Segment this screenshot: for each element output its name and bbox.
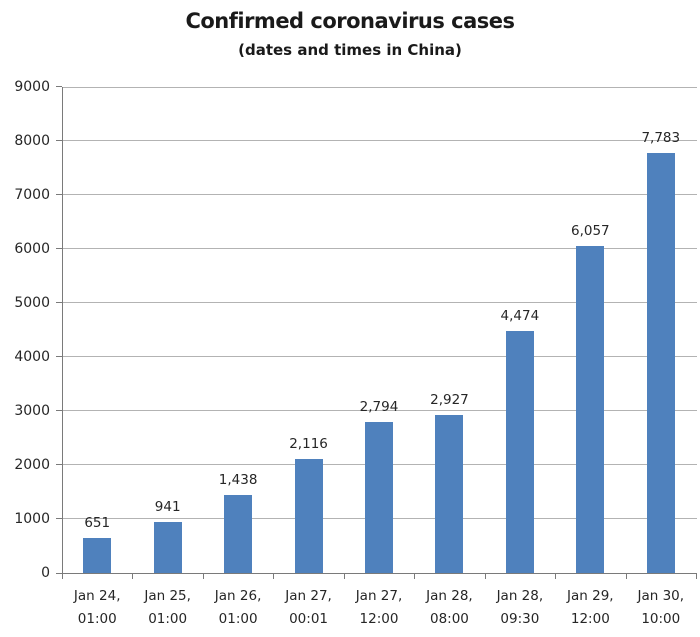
x-axis-category-label: Jan 28, 08:00	[426, 588, 473, 627]
bar	[224, 495, 253, 573]
bar	[294, 459, 323, 573]
bar-value-label: 4,474	[500, 308, 540, 324]
y-axis-tick	[56, 464, 62, 465]
gridline	[63, 356, 697, 357]
y-axis-tick	[56, 140, 62, 141]
y-axis-tick-label: 2000	[14, 457, 50, 473]
bar-value-label: 941	[154, 499, 181, 515]
x-axis-category-label: Jan 27, 00:01	[285, 588, 332, 627]
x-axis-category-label: Jan 30, 10:00	[637, 588, 685, 627]
bar	[646, 153, 675, 573]
y-axis-tick	[56, 86, 62, 87]
x-axis-category-label: Jan 25, 01:00	[144, 588, 191, 627]
y-axis-tick	[56, 356, 62, 357]
bar-value-label: 1,438	[218, 472, 258, 488]
bar-value-label: 7,783	[641, 130, 681, 146]
gridline	[63, 410, 697, 411]
x-axis-category-label: Jan 27, 12:00	[355, 588, 403, 627]
y-axis-tick	[56, 248, 62, 249]
bar-value-label: 6,057	[571, 223, 610, 239]
bar-value-label: 2,927	[430, 392, 469, 408]
y-axis-tick-label: 0	[41, 565, 50, 581]
gridline	[63, 140, 697, 141]
bar	[83, 538, 112, 573]
x-axis-category-label: Jan 26, 01:00	[214, 588, 262, 627]
gridline	[63, 302, 697, 303]
bar-value-label: 2,794	[359, 399, 399, 415]
x-axis-category-label: Jan 28, 09:30	[496, 588, 544, 627]
gridline	[63, 194, 697, 195]
bar-value-label: 2,116	[289, 436, 328, 452]
y-axis-tick	[56, 302, 62, 303]
y-axis-tick	[56, 573, 62, 574]
bar	[435, 415, 464, 573]
bar	[576, 246, 605, 573]
y-axis-tick	[56, 410, 62, 411]
y-axis-tick-label: 7000	[14, 187, 50, 203]
x-axis-tick	[62, 574, 63, 579]
y-axis-tick-label: 4000	[14, 349, 50, 365]
y-axis-tick-label: 5000	[14, 295, 50, 311]
y-axis-tick	[56, 518, 62, 519]
chart-subtitle: (dates and times in China)	[238, 41, 462, 59]
x-axis-tick	[273, 574, 275, 579]
x-axis-tick	[696, 574, 697, 579]
x-axis-tick	[202, 574, 204, 579]
chart-title: Confirmed coronavirus cases	[185, 9, 515, 33]
gridline	[63, 87, 697, 88]
x-axis-tick	[484, 574, 486, 579]
x-axis-tick	[414, 574, 416, 579]
x-axis-tick	[343, 574, 345, 579]
y-axis-tick-label: 1000	[14, 511, 50, 527]
x-axis-tick	[555, 574, 557, 579]
y-axis-tick-label: 8000	[14, 133, 50, 149]
x-axis-category-label: Jan 29, 12:00	[567, 588, 614, 627]
y-axis-tick-label: 6000	[14, 241, 50, 257]
bar	[365, 422, 393, 573]
bar-value-label: 651	[84, 515, 111, 531]
x-axis-tick	[132, 574, 134, 579]
x-axis-category-label: Jan 24, 01:00	[73, 588, 121, 627]
bar	[505, 331, 534, 573]
bar	[153, 522, 182, 573]
gridline	[63, 248, 697, 249]
x-axis-tick	[625, 574, 627, 579]
y-axis-tick	[56, 194, 62, 195]
y-axis-tick-label: 9000	[14, 79, 50, 95]
y-axis-tick-label: 3000	[14, 403, 50, 419]
